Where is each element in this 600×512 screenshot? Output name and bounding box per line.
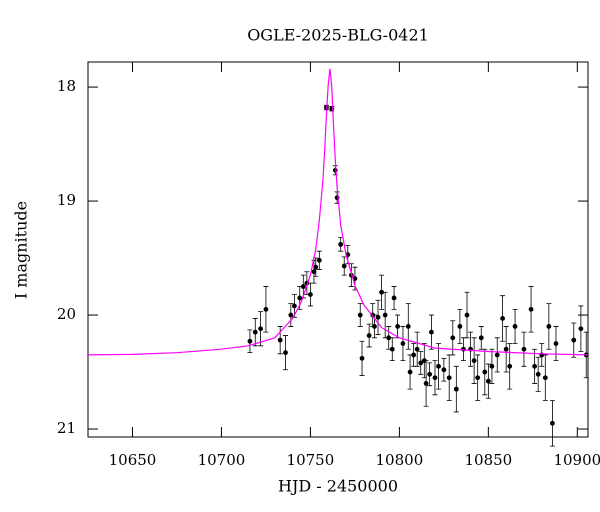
data-point [414,346,420,352]
data-point [366,333,372,338]
x-tick-label: 10800 [376,451,424,469]
x-axis-label: HJD - 2450000 [278,477,398,496]
data-point [389,346,395,352]
data-point [450,335,456,341]
x-tick-label: 10700 [198,451,246,469]
data-point [546,324,552,329]
data-point [297,295,303,301]
data-point [571,337,577,343]
data-point [379,289,384,295]
data-point [375,314,381,320]
data-point [489,363,495,369]
data-point [503,346,509,352]
data-point [528,306,534,312]
data-point [482,369,488,375]
data-point [441,367,447,373]
x-tick-label: 10650 [109,451,157,469]
data-point [432,375,438,381]
data-point [494,352,500,358]
data-point [311,269,317,275]
data-point [423,381,429,386]
data-point [507,363,513,369]
data-point [341,263,347,269]
x-tick-label: 10900 [553,451,600,469]
data-point [283,350,288,356]
x-tick-label: 10850 [464,451,512,469]
data-point [395,324,401,329]
data-point [457,324,463,329]
data-point [427,371,433,377]
data-point [277,337,283,343]
plot-frame [87,61,589,438]
data-point [485,378,491,384]
data-point [418,360,424,366]
data-point [357,312,363,318]
data-point [578,326,584,332]
data-point [542,375,548,381]
data-point [400,341,406,346]
y-tick-label: 18 [57,77,76,95]
data-point [258,326,263,332]
y-tick-label: 19 [57,191,76,209]
data-point [338,241,344,247]
data-point [446,375,452,381]
data-point [535,371,541,377]
data-point [316,257,322,263]
data-point [292,303,297,309]
data-point [391,295,397,301]
data-point [313,264,319,270]
data-point [471,358,477,364]
data-point [405,324,411,329]
data-point [359,355,365,361]
data-point [386,335,392,341]
data-point [550,420,555,426]
data-point [247,338,253,344]
data-point [436,363,441,369]
data-point [382,312,388,318]
data-point [300,284,306,289]
data-point [478,335,484,341]
y-axis-label: I magnitude [12,201,31,299]
data-point [521,346,527,352]
data-point [429,329,434,335]
data-point [372,324,377,329]
data-point [411,352,417,358]
model-curve [87,68,589,356]
data-point [308,292,313,297]
x-tick-label: 10750 [287,451,335,469]
data-point [407,369,413,375]
chart-title: OGLE-2025-BLG-0421 [247,26,429,45]
data-point [532,363,538,369]
y-tick-label: 21 [57,419,76,437]
data-point [263,306,269,312]
data-point [553,341,559,346]
data-point [500,316,505,321]
data-point [453,386,459,392]
data-point [252,329,258,335]
y-tick-label: 20 [57,305,76,323]
data-point [512,324,518,329]
data-point [475,375,481,381]
data-point [464,312,470,318]
data-point [288,312,294,318]
